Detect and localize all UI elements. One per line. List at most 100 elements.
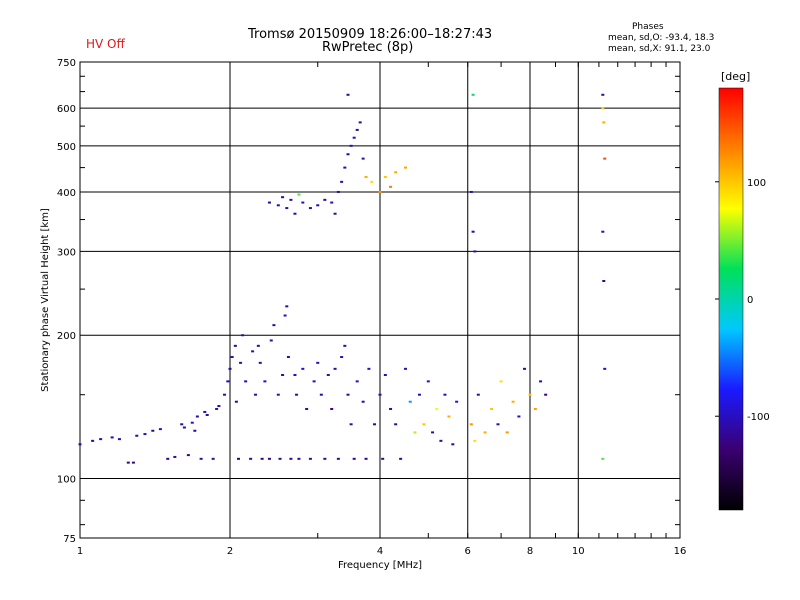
data-point <box>383 374 387 377</box>
data-point <box>305 407 309 410</box>
data-point <box>199 457 203 460</box>
data-point <box>228 367 232 370</box>
data-point <box>426 380 430 383</box>
data-point <box>205 413 209 416</box>
data-point <box>281 374 285 377</box>
data-point <box>230 356 234 359</box>
data-point <box>603 367 607 370</box>
data-point <box>308 207 312 210</box>
data-point <box>78 443 82 446</box>
data-point <box>233 344 237 347</box>
x-axis-label: Frequency [MHz] <box>338 560 422 571</box>
data-point <box>602 280 606 283</box>
data-point <box>256 344 260 347</box>
data-point <box>355 128 359 131</box>
data-point <box>367 367 371 370</box>
y-tick-label: 600 <box>57 104 76 115</box>
data-point <box>370 180 374 183</box>
data-point <box>295 393 299 396</box>
x-tick-label: 4 <box>377 546 383 557</box>
data-point <box>490 407 494 410</box>
data-point <box>455 400 459 403</box>
data-point <box>431 431 435 434</box>
data-point <box>117 438 121 441</box>
data-point <box>236 457 240 460</box>
colorbar-label: [deg] <box>721 70 750 83</box>
data-point <box>293 212 297 215</box>
data-point <box>373 423 377 426</box>
phase-info-x-stats: mean, sd,X: 91.1, 23.0 <box>608 44 711 54</box>
data-point <box>602 121 606 124</box>
data-point <box>135 434 139 437</box>
data-point <box>361 400 365 403</box>
data-point <box>394 171 398 174</box>
y-tick-label: 500 <box>57 142 76 153</box>
colorbar <box>718 87 744 511</box>
x-tick-label: 8 <box>527 546 533 557</box>
data-point <box>276 204 280 207</box>
data-point <box>211 457 215 460</box>
data-point <box>293 374 297 377</box>
plot-subtitle: RwPretec (8p) <box>322 40 414 55</box>
data-point <box>182 426 186 429</box>
data-point <box>601 457 605 460</box>
data-point <box>203 410 207 413</box>
data-point <box>312 380 316 383</box>
data-point <box>336 457 340 460</box>
data-point <box>151 429 155 432</box>
data-point <box>234 400 238 403</box>
data-point <box>451 443 455 446</box>
data-point <box>272 324 276 327</box>
data-point <box>297 457 301 460</box>
data-point <box>603 157 607 160</box>
data-point <box>323 457 327 460</box>
data-point <box>471 93 475 96</box>
data-point <box>346 393 350 396</box>
x-tick-label: 10 <box>572 546 585 557</box>
data-point <box>333 212 337 215</box>
x-tick-label: 16 <box>674 546 687 557</box>
plot-title: Tromsø 20150909 18:26:00–18:27:43 <box>248 27 493 42</box>
data-point <box>413 431 417 434</box>
data-point <box>340 356 344 359</box>
data-point <box>193 429 197 432</box>
data-point <box>517 415 521 418</box>
data-point <box>505 431 509 434</box>
data-point <box>180 423 184 426</box>
data-point <box>285 207 289 210</box>
data-point <box>381 457 385 460</box>
y-tick-label: 75 <box>63 534 76 545</box>
colorbar-tick-label: -100 <box>747 412 770 423</box>
data-point <box>239 361 243 364</box>
phase-info-title: Phases <box>632 22 664 32</box>
data-point <box>330 201 334 204</box>
data-point <box>403 166 407 169</box>
data-point <box>249 457 253 460</box>
data-point <box>352 457 356 460</box>
data-point <box>316 204 320 207</box>
data-point <box>217 405 221 408</box>
data-point <box>316 361 320 364</box>
data-point <box>496 423 500 426</box>
data-point <box>283 314 287 317</box>
data-point <box>301 367 305 370</box>
data-point <box>422 423 426 426</box>
data-point <box>528 393 532 396</box>
data-point <box>226 380 230 383</box>
data-point <box>91 439 95 442</box>
data-point <box>483 431 487 434</box>
data-point <box>285 305 289 308</box>
colorbar-tick-label: 0 <box>747 295 753 306</box>
data-point <box>403 367 407 370</box>
data-point <box>389 185 393 188</box>
data-point <box>143 433 147 436</box>
data-point <box>383 175 387 178</box>
data-point <box>544 393 548 396</box>
data-point <box>346 93 350 96</box>
data-point <box>471 230 475 233</box>
data-point <box>511 400 515 403</box>
data-point <box>346 153 350 156</box>
data-point <box>286 356 290 359</box>
data-point <box>476 393 480 396</box>
